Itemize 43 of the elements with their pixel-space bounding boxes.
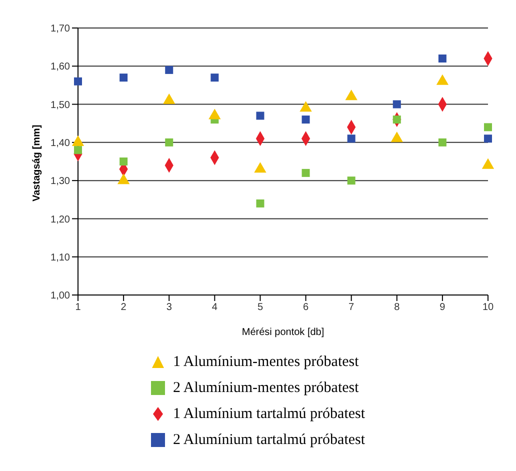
- x-tick-label: 7: [348, 302, 355, 314]
- point: [165, 138, 174, 146]
- x-tick-label: 1: [75, 302, 82, 314]
- legend-label: 1 Alumínium tartalmú próbatest: [172, 405, 366, 424]
- point: [347, 134, 356, 143]
- x-tick-label: 2: [120, 302, 127, 314]
- x-tick-label: 9: [440, 302, 446, 314]
- point: [165, 66, 174, 74]
- y-tick-label: 1,20: [50, 214, 70, 226]
- point: [302, 168, 310, 177]
- point: [256, 199, 264, 208]
- legend-label: 1 Alumínium-mentes próbatest: [172, 353, 359, 372]
- point: [438, 54, 446, 63]
- point: [117, 174, 130, 184]
- x-tick-label: 3: [166, 302, 172, 314]
- x-axis-title: Mérési pontok [db]: [242, 327, 324, 338]
- y-tick-label: 1,60: [50, 62, 70, 73]
- point: [392, 100, 401, 108]
- y-tick-label: 1,00: [50, 290, 70, 302]
- point: [484, 134, 492, 143]
- point: [347, 176, 356, 185]
- point: [120, 158, 128, 166]
- point: [438, 138, 446, 146]
- point: [302, 116, 310, 124]
- point: [484, 123, 492, 132]
- legend-label: 2 Alumínium-mentes próbatest: [172, 379, 359, 398]
- x-tick-label: 5: [257, 302, 264, 314]
- y-tick-label: 1,70: [50, 24, 70, 35]
- x-tick-label: 4: [212, 302, 218, 314]
- y-tick-label: 1,10: [50, 252, 70, 264]
- point: [120, 74, 128, 82]
- legend-label: 2 Alumínium tartalmú próbatest: [172, 431, 366, 450]
- x-tick-label: 10: [482, 302, 494, 314]
- point: [210, 74, 219, 82]
- y-axis-title: Vastagság [mm]: [32, 124, 43, 202]
- x-tick-label: 8: [394, 302, 400, 314]
- point: [74, 146, 82, 154]
- point: [256, 112, 264, 120]
- x-tick-label: 6: [302, 302, 309, 314]
- y-tick-label: 1,50: [50, 100, 70, 111]
- point: [74, 77, 82, 86]
- y-tick-label: 1,30: [50, 176, 70, 188]
- y-tick-label: 1,40: [50, 138, 70, 149]
